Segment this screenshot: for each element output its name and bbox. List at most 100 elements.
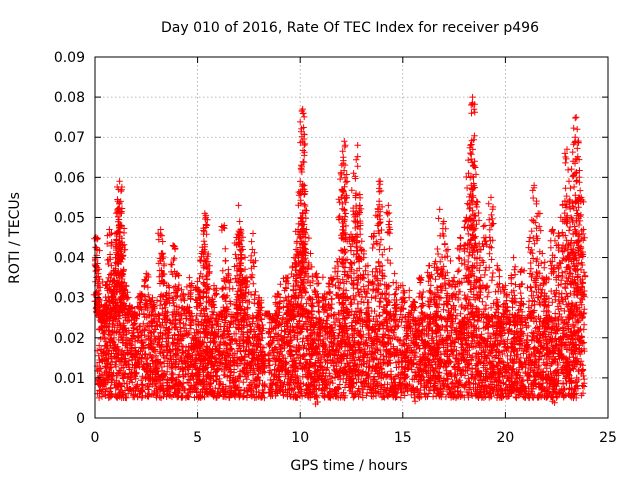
plot-frame	[94, 56, 609, 419]
y-tick-label: 0.08	[54, 90, 85, 106]
scatter-point	[106, 226, 113, 233]
scatter-point	[565, 178, 573, 185]
scatter-point	[126, 302, 134, 309]
scatter-point	[239, 246, 246, 253]
y-tick-label: 0.06	[54, 170, 85, 186]
scatter-point	[180, 290, 187, 297]
scatter-point	[370, 230, 378, 237]
scatter-point	[92, 234, 100, 241]
scatter-point	[301, 182, 308, 189]
scatter-point	[409, 298, 417, 305]
y-tick-label: 0	[76, 411, 85, 427]
scatter-point	[494, 262, 501, 269]
scatter-point	[510, 254, 517, 261]
scatter-point	[543, 274, 550, 281]
scatter-point	[549, 226, 556, 233]
scatter-point	[535, 210, 542, 217]
scatter-point	[551, 399, 558, 406]
scatter-point	[204, 258, 212, 265]
scatter-point	[411, 398, 419, 405]
scatter-point	[358, 246, 365, 253]
scatter-point	[201, 210, 208, 217]
scatter-point	[473, 198, 480, 205]
scatter-point	[221, 222, 228, 229]
scatter-point	[467, 142, 474, 149]
scatter-point	[327, 274, 335, 281]
scatter-point	[364, 262, 372, 269]
scatter-point	[340, 154, 347, 161]
scatter-point	[481, 222, 489, 229]
scatter-point	[249, 230, 257, 237]
scatter-point	[526, 234, 534, 241]
scatter-point	[307, 250, 314, 257]
scatter-point	[149, 294, 156, 301]
scatter-point	[432, 258, 439, 265]
scatter-point	[157, 226, 164, 233]
scatter-point	[110, 286, 117, 293]
scatter-point	[436, 206, 443, 213]
scatter-point	[385, 202, 392, 209]
scatter-point	[563, 146, 571, 153]
scatter-point	[169, 242, 177, 249]
scatter-point	[557, 214, 564, 221]
scatter-point	[342, 142, 349, 149]
scatter-point	[477, 246, 484, 253]
scatter-point	[298, 162, 305, 169]
scatter-point	[290, 254, 298, 261]
scatter-point	[113, 230, 120, 237]
scatter-point	[381, 246, 388, 253]
chart-title: Day 010 of 2016, Rate Of TEC Index for r…	[161, 20, 539, 36]
scatter-point	[94, 270, 102, 277]
scatter-point	[561, 198, 569, 205]
scatter-point	[356, 202, 363, 209]
scatter-point	[136, 290, 144, 297]
scatter-point	[159, 238, 166, 245]
scatter-point	[303, 226, 310, 233]
scatter-point	[468, 110, 475, 117]
scatter-point	[108, 262, 115, 269]
scatter-point	[120, 266, 127, 273]
x-tick-label: 0	[91, 430, 100, 446]
scatter-point	[282, 274, 289, 281]
scatter-point	[112, 254, 119, 261]
scatter-point	[143, 270, 150, 277]
scatter-point	[236, 218, 243, 225]
scatter-point	[573, 114, 580, 121]
scatter-point	[198, 250, 205, 257]
scatter-point	[418, 274, 425, 281]
scatter-point	[471, 158, 478, 165]
scatter-point	[122, 282, 129, 289]
scatter-point	[469, 93, 476, 101]
y-tick-label: 0.01	[54, 371, 85, 387]
y-tick-label: 0.03	[54, 291, 85, 307]
scatter-point	[130, 314, 138, 321]
scatter-point	[457, 234, 464, 241]
y-tick-label: 0.02	[54, 331, 85, 347]
scatter-point	[119, 242, 126, 249]
scatter-point	[100, 330, 107, 337]
scatter-point	[116, 178, 123, 185]
y-tick-label: 0.07	[54, 130, 85, 146]
scatter-point	[502, 282, 509, 289]
scatter-point	[102, 302, 109, 309]
scatter-point	[104, 278, 111, 285]
scatter-marker-cloud	[90, 99, 589, 402]
scatter-point	[202, 214, 209, 221]
x-tick-label: 20	[496, 430, 514, 446]
scatter-point	[346, 234, 353, 241]
scatter-point	[338, 170, 345, 177]
y-tick-label: 0.09	[54, 50, 85, 66]
scatter-point	[186, 274, 193, 281]
scatter-point	[321, 290, 328, 297]
x-tick-label: 15	[394, 430, 412, 446]
scatter-point	[463, 214, 470, 221]
scatter-point	[578, 194, 585, 201]
scatter-point	[95, 290, 103, 297]
scatter-point	[530, 182, 538, 189]
scatter-point	[440, 218, 447, 225]
scatter-point	[580, 226, 587, 233]
data-points	[90, 93, 589, 408]
scatter-point	[292, 246, 300, 253]
